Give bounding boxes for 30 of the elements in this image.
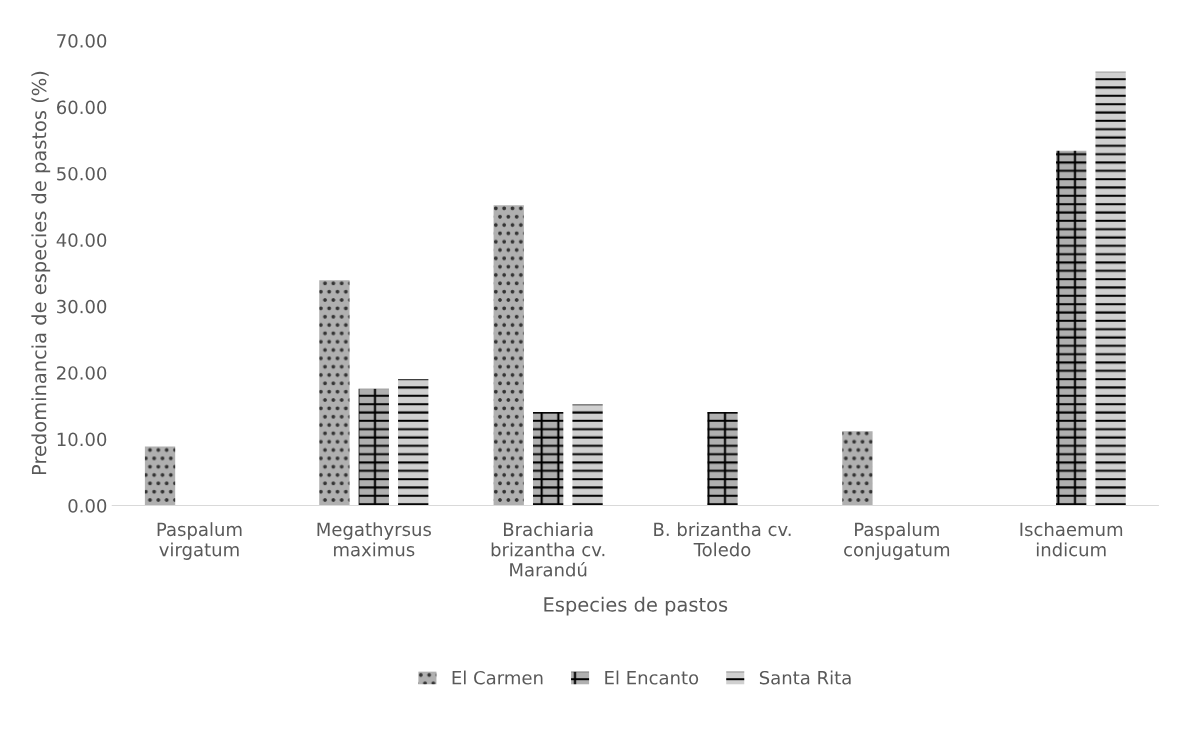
x-tick-label: Paspalum virgatum (157, 522, 242, 560)
bar (1056, 150, 1087, 506)
x-tick-label: Brachiaria brizantha cv. Marandú (491, 522, 605, 577)
bar (572, 404, 603, 506)
legend-label: El Encanto (605, 670, 699, 685)
y-tick-label: 40.00 (56, 233, 107, 247)
legend-label: El Carmen (452, 670, 543, 685)
y-axis-title: Predominancia de especies de pastos (%) (31, 71, 51, 475)
y-tick-label: 0.00 (68, 498, 107, 513)
bar (707, 411, 738, 506)
bar (532, 411, 564, 506)
bar (358, 388, 389, 506)
y-tick-label: 50.00 (57, 166, 107, 181)
legend-label: Santa Rita (759, 670, 851, 685)
bar (144, 446, 176, 506)
x-axis-title: Especies de pastos (544, 596, 728, 616)
x-tick-label: Megathyrsus maximus (317, 522, 431, 557)
y-tick-label: 10.00 (57, 432, 107, 447)
y-tick-label: 60.00 (57, 100, 107, 115)
x-tick-label: Paspalum conjugatum (844, 522, 950, 560)
bar (1095, 71, 1126, 506)
bar (319, 280, 350, 506)
bar (493, 205, 524, 506)
x-tick-label: Ischaemum indicum (1020, 522, 1123, 557)
bar (842, 431, 873, 506)
y-tick-label: 20.00 (57, 366, 107, 380)
y-tick-label: 70.00 (57, 34, 107, 48)
x-tick-label: B. brizantha cv. Toledo (654, 522, 791, 557)
bar (398, 379, 429, 506)
y-tick-label: 30.00 (57, 299, 107, 314)
